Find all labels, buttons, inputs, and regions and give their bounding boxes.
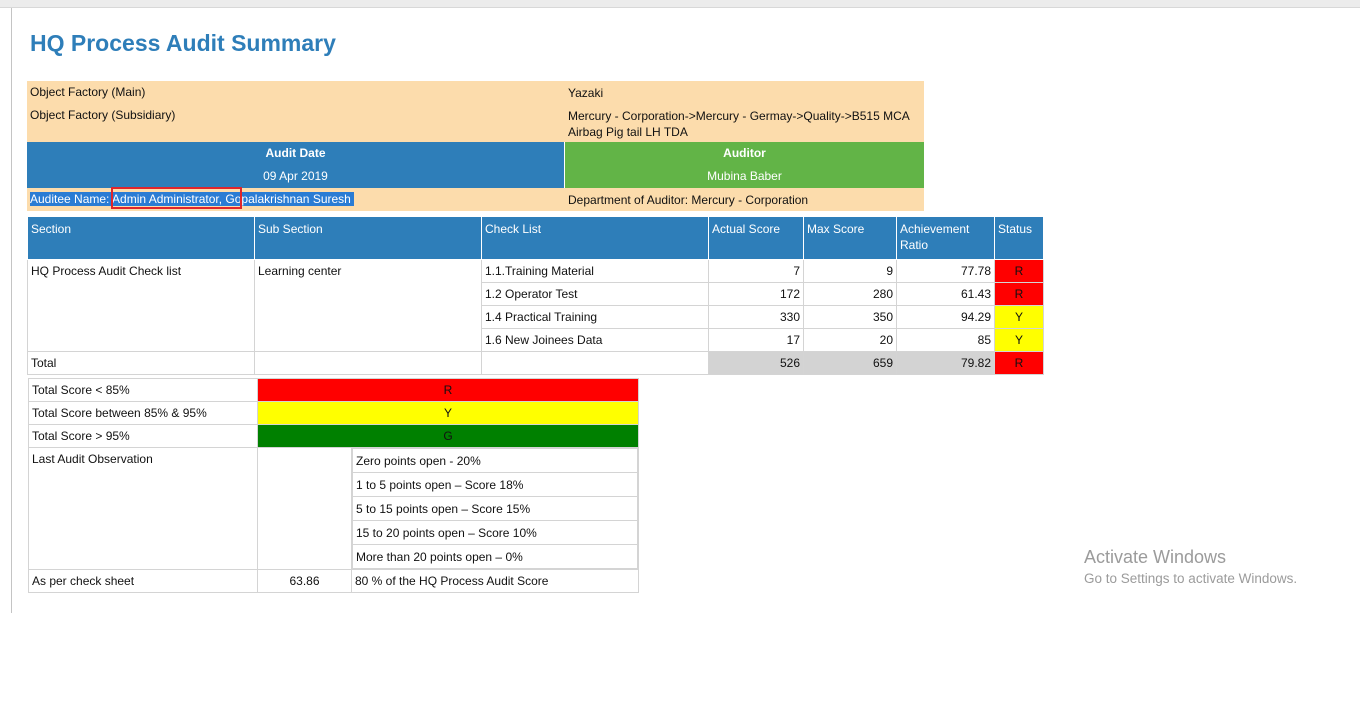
empty-cell [254,351,482,375]
column-header: Max Score [803,216,897,260]
column-header: Check List [481,216,709,260]
check-sheet-label: As per check sheet [28,569,258,593]
column-header: Achievement Ratio [896,216,995,260]
legend-label: Total Score < 85% [28,378,258,402]
factory-sub-value: Mercury - Corporation->Mercury - Germay-… [568,109,910,139]
legend-status-red: R [256,378,640,402]
achievement-ratio: 94.29 [896,305,995,329]
actual-score: 172 [708,282,804,306]
observation-item: 5 to 15 points open – Score 15% [351,496,639,521]
checklist-item: 1.1.Training Material [481,259,709,283]
factory-main-row: Object Factory (Main) Yazaki [27,81,924,104]
status-badge: Y [994,305,1044,329]
auditee-row: Auditee Name: Admin Administrator, Gopal… [27,187,924,211]
column-header: Sub Section [254,216,482,260]
activate-windows-subtitle: Go to Settings to activate Windows. [1084,571,1298,586]
max-score: 280 [803,282,897,306]
audit-score-table: Section Sub Section Check List Actual Sc… [27,216,1044,375]
column-header: Status [994,216,1044,260]
actual-score: 330 [708,305,804,329]
column-header: Actual Score [708,216,804,260]
audit-date-value: 09 Apr 2019 [263,169,328,183]
auditor-cell: Auditor Mubina Baber [565,142,924,188]
auditor-label: Auditor [723,146,766,160]
observation-item: 1 to 5 points open – Score 18% [351,472,639,497]
achievement-ratio: 61.43 [896,282,995,306]
auditor-value: Mubina Baber [707,169,782,183]
subsection-cell: Learning center [254,259,482,352]
observation-row: Last Audit Observation Zero points open … [28,447,640,570]
legend-status-yellow: Y [256,401,640,425]
status-badge: Y [994,328,1044,352]
legend-row: Total Score > 95% G [28,424,640,448]
factory-main-label: Object Factory (Main) [30,85,146,99]
empty-cell [257,447,352,570]
observation-list-cell: Zero points open - 20% 1 to 5 points ope… [350,447,640,570]
legend-row: Total Score < 85% R [28,378,640,402]
audit-date-label: Audit Date [265,146,326,160]
total-achievement-ratio: 79.82 [896,351,995,375]
table-row: 1.4 Practical Training 330 350 94.29 Y [28,305,1044,329]
column-header: Section [27,216,255,260]
legend-label: Total Score > 95% [28,424,258,448]
check-sheet-note: 80 % of the HQ Process Audit Score [350,569,640,593]
legend-status-green: G [256,424,640,448]
factory-sub-label: Object Factory (Subsidiary) [30,108,176,122]
actual-score: 17 [708,328,804,352]
legend-label: Total Score between 85% & 95% [28,401,258,425]
section-cell: HQ Process Audit Check list [27,259,255,352]
total-actual-score: 526 [708,351,804,375]
status-badge: R [994,259,1044,283]
page-title: HQ Process Audit Summary [30,30,336,56]
total-row: Total 526 659 79.82 R [27,351,1044,375]
checklist-item: 1.6 New Joinees Data [481,328,709,352]
achievement-ratio: 85 [896,328,995,352]
max-score: 20 [803,328,897,352]
observation-item: More than 20 points open – 0% [351,544,639,569]
activate-windows-title: Activate Windows [1084,547,1227,567]
check-sheet-value: 63.86 [257,569,352,593]
observation-item: Zero points open - 20% [351,448,639,473]
score-legend-table: Total Score < 85% R Total Score between … [28,378,640,593]
department-of-auditor: Department of Auditor: Mercury - Corpora… [568,193,809,207]
left-border-line [11,8,12,613]
window-top-bar [0,0,1360,8]
highlight-box [111,187,242,209]
table-row: HQ Process Audit Check list Learning cen… [27,259,1044,352]
empty-cell [481,351,709,375]
max-score: 350 [803,305,897,329]
checklist-item: 1.2 Operator Test [481,282,709,306]
checklist-item: 1.4 Practical Training [481,305,709,329]
audit-header: Object Factory (Main) Yazaki Object Fact… [27,81,924,211]
factory-sub-row: Object Factory (Subsidiary) Mercury - Co… [27,104,924,142]
table-header-row: Section Sub Section Check List Actual Sc… [27,216,1044,260]
total-max-score: 659 [803,351,897,375]
total-status-badge: R [994,351,1044,375]
status-badge: R [994,282,1044,306]
legend-row: Total Score between 85% & 95% Y [28,401,640,425]
factory-main-value: Yazaki [568,86,604,100]
observation-item: 15 to 20 points open – Score 10% [351,520,639,545]
check-sheet-row: As per check sheet 63.86 80 % of the HQ … [28,569,640,593]
observation-list: Zero points open - 20% 1 to 5 points ope… [351,448,639,569]
table-row: 1.6 New Joinees Data 17 20 85 Y [28,328,1044,352]
total-label: Total [27,351,255,375]
max-score: 9 [803,259,897,283]
achievement-ratio: 77.78 [896,259,995,283]
observation-label: Last Audit Observation [28,447,258,570]
audit-date-cell: Audit Date 09 Apr 2019 [27,142,564,188]
actual-score: 7 [708,259,804,283]
